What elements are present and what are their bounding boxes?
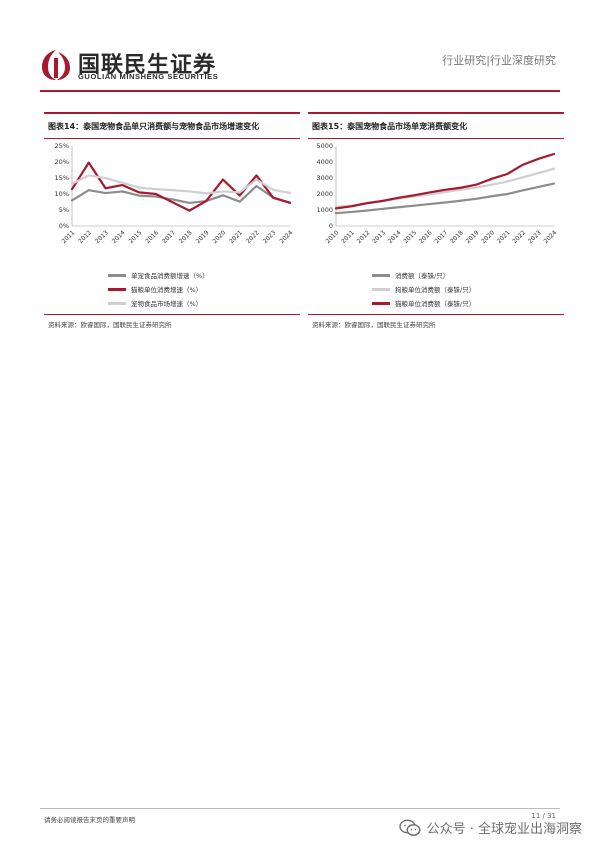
x-tick-label: 2021 [228,229,244,245]
footer-divider [40,808,560,809]
figure-15-legend: 消费额（泰铢/只） 狗粮单位消费额（泰铢/只） 猫粮单位消费额（泰铢/只） [308,268,564,310]
x-tick-label: 2019 [465,229,481,245]
y-tick-label: 5000 [316,142,333,150]
x-tick-label: 2012 [356,229,372,245]
legend-label: 狗粮单位消费额（泰铢/只） [395,286,476,295]
x-tick-label: 2021 [496,229,512,245]
x-tick-label: 2015 [402,229,418,245]
watermark-text: 公众号 · 全球宠业出海洞察 [426,822,582,837]
logo-english-name: GUOLIAN MINSHENG SECURITIES [78,72,219,81]
y-tick-label: 3000 [316,174,333,182]
figure-14-legend: 单宠食品消费额增速（%） 猫粮单位消费增速（%） 宠物食品市场增速（%） [44,268,300,310]
x-tick-label: 2019 [195,229,211,245]
page-number: 11 / 31 [531,812,556,820]
x-tick-label: 2013 [94,229,110,245]
x-tick-label: 2013 [371,229,387,245]
x-tick-label: 2017 [433,229,449,245]
x-tick-label: 2016 [418,229,434,245]
legend-item: 猫粮单位消费额（泰铢/只） [308,296,564,310]
y-tick-label: 0% [59,222,69,230]
figure-15-source-rule [308,314,564,316]
x-tick-label: 2011 [340,229,356,245]
y-tick-label: 10% [55,190,69,198]
wechat-icon [398,819,421,836]
x-tick-label: 2020 [211,229,227,245]
y-tick-label: 25% [55,142,69,150]
y-tick-label: 20% [55,158,69,166]
y-tick-label: 1000 [316,206,333,214]
wechat-watermark: 公众号 · 全球宠业出海洞察 [398,818,582,837]
figure-15-top-rule [308,112,564,114]
legend-item: 消费额（泰铢/只） [308,268,564,282]
figure-14-source: 资料来源：欧睿国际，国联民生证券研究所 [48,321,172,330]
x-tick-label: 2012 [77,229,93,245]
legend-label: 猫粮单位消费增速（%） [131,286,203,295]
legend-swatch [108,302,126,305]
figure-15-source: 资料来源：欧睿国际，国联民生证券研究所 [312,321,436,330]
legend-label: 消费额（泰铢/只） [395,272,450,281]
series-line-2 [334,153,556,210]
x-tick-label: 2024 [278,229,294,245]
legend-item: 宠物食品市场增速（%） [44,296,300,310]
series-line-1 [70,161,292,213]
figure-15-title-rule [308,137,564,139]
x-tick-label: 2018 [449,229,465,245]
page-header: 国联民生证券 GUOLIAN MINSHENG SECURITIES 行业研究|… [0,0,600,96]
report-section-label: 行业研究|行业深度研究 [442,54,556,67]
x-tick-label: 2016 [144,229,160,245]
x-tick-label: 2020 [480,229,496,245]
figure-14-chart: 0% 5% 10% 15% 20% 25% 2011 2012 2013 2014 2015 2016… [55,142,295,245]
series-line-0 [70,185,292,205]
figure-14-source-rule [44,314,300,316]
x-tick-label: 2011 [60,229,76,245]
series-line-1 [334,167,556,209]
y-tick-label: 15% [55,174,69,182]
x-tick-label: 2022 [511,229,527,245]
figure-15-panel: 图表15：泰国宠物食品市场单宠消费额变化 0 1000 2000 3000 4000 50… [308,112,564,329]
x-tick-label: 2014 [387,229,403,245]
legend-swatch [108,288,126,291]
y-tick-label: 0 [329,222,333,230]
x-tick-label: 2023 [527,229,543,245]
x-tick-label: 2023 [262,229,278,245]
figure-14-title: 图表14：泰国宠物食品单只消费额与宠物食品市场增速变化 [48,121,260,131]
legend-label: 单宠食品消费额增速（%） [131,272,209,281]
legend-swatch [372,302,390,305]
logo-chinese-name: 国联民生证券 [78,53,217,78]
x-tick-label: 2018 [178,229,194,245]
header-divider [40,90,560,92]
x-tick-label: 2022 [245,229,261,245]
guolian-logo-icon [42,50,70,80]
legend-item: 单宠食品消费额增速（%） [44,268,300,282]
legend-swatch [372,288,390,291]
x-tick-label: 2010 [324,229,340,245]
series-line-2 [70,174,292,195]
legend-swatch [372,274,390,277]
legend-swatch [108,274,126,277]
legend-label: 宠物食品市场增速（%） [131,300,203,309]
figure-14-top-rule [44,112,300,114]
legend-item: 狗粮单位消费额（泰铢/只） [308,282,564,296]
series-line-0 [334,182,556,215]
figure-15-title: 图表15：泰国宠物食品市场单宠消费额变化 [312,121,468,131]
y-tick-label: 5% [59,206,69,214]
legend-item: 猫粮单位消费增速（%） [44,282,300,296]
x-tick-label: 2017 [161,229,177,245]
legend-label: 猫粮单位消费额（泰铢/只） [395,300,476,309]
y-tick-label: 4000 [316,158,333,166]
figure-14-title-rule [44,137,300,139]
x-tick-label: 2015 [128,229,144,245]
x-tick-label: 2014 [111,229,127,245]
figure-14-panel: 图表14：泰国宠物食品单只消费额与宠物食品市场增速变化 0% 5% 10% 15% 20… [44,112,300,329]
y-tick-label: 2000 [316,190,333,198]
footer-disclaimer: 请务必阅读报告末页的重要声明 [44,816,135,824]
x-tick-label: 2024 [542,229,558,245]
